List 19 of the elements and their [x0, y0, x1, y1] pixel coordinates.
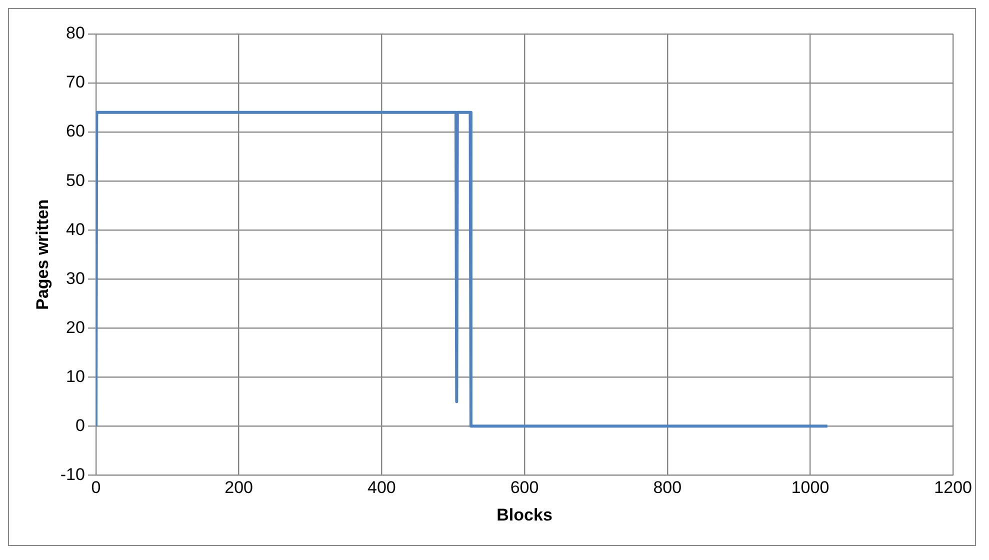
x-tick-label: 400 — [367, 478, 396, 498]
x-axis-title: Blocks — [496, 505, 552, 524]
x-tick-label: 1200 — [934, 478, 972, 498]
y-tick-label: 60 — [66, 122, 85, 141]
y-tick-label: 40 — [66, 220, 85, 239]
x-tick-label: 1000 — [791, 478, 830, 498]
y-tick-label: 30 — [66, 268, 85, 288]
x-tick-label: 0 — [91, 478, 101, 498]
x-tick-label: 200 — [224, 478, 254, 498]
y-tick-label: 70 — [66, 72, 85, 92]
y-axis-title: Pages written — [32, 199, 52, 310]
x-tick-label: 600 — [510, 478, 539, 498]
x-tick-label: 800 — [653, 478, 682, 498]
y-tick-label: 10 — [66, 366, 85, 386]
y-tick-label: -10 — [60, 464, 85, 484]
y-tick-label: 20 — [66, 318, 85, 337]
y-tick-label: 80 — [66, 24, 85, 43]
y-tick-label: 50 — [66, 170, 85, 190]
y-tick-label: 0 — [76, 416, 85, 435]
